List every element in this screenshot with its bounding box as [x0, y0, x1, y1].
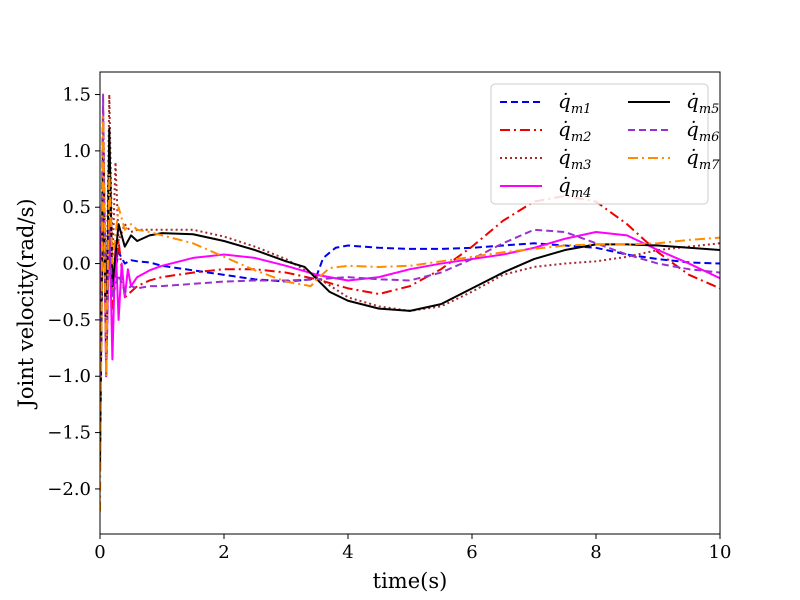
- y-tick-label: −1.5: [47, 423, 91, 444]
- x-tick-label: 10: [709, 542, 732, 563]
- legend-label-m2: q̇m2: [558, 117, 591, 145]
- y-tick-label: 1.0: [62, 141, 91, 162]
- legend-label-m6: q̇m6: [686, 117, 719, 145]
- legend: q̇m1q̇m2q̇m3q̇m4 q̇m5q̇m6q̇m7: [490, 83, 720, 205]
- y-tick-label: −2.0: [47, 479, 91, 500]
- legend-label-m1: q̇m1: [558, 89, 591, 117]
- x-tick-label: 2: [218, 542, 229, 563]
- legend-label-m7: q̇m7: [686, 145, 720, 173]
- plot-frame: [99, 71, 721, 535]
- series-line-m5: [100, 127, 720, 467]
- x-tick-label: 6: [466, 542, 477, 563]
- legend-box: [490, 83, 709, 205]
- legend-label-m5: q̇m5: [686, 89, 719, 117]
- series-line-m3: [100, 93, 720, 399]
- y-tick-label: 0.0: [62, 254, 91, 275]
- legend-label-m3: q̇m3: [558, 145, 591, 173]
- y-tick-label: −0.5: [47, 310, 91, 331]
- y-axis-label: Joint velocity(rad/s): [14, 198, 38, 409]
- ticks-layer: 0 2 4 6 8 10 −2.0 −1.5 −1.0 −0.5 0.0 0.5 1.0 1.5: [47, 85, 731, 563]
- x-tick-label: 0: [94, 542, 105, 563]
- x-tick-label: 4: [342, 542, 353, 563]
- y-tick-label: 1.5: [62, 85, 91, 106]
- x-axis-label: time(s): [373, 569, 448, 593]
- y-tick-label: 0.5: [62, 197, 91, 218]
- x-tick-label: 8: [590, 542, 601, 563]
- series-line-m7: [100, 116, 720, 512]
- legend-label-m4: q̇m4: [558, 173, 591, 201]
- y-tick-label: −1.0: [47, 366, 91, 387]
- series-line-m1: [100, 194, 720, 433]
- series-line-m6: [100, 93, 720, 378]
